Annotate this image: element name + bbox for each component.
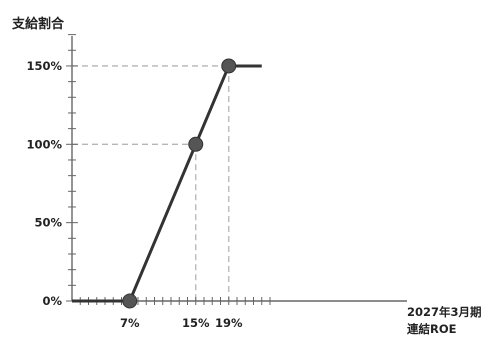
x-axis-label-line1: 2027年3月期 <box>407 305 482 319</box>
x-axis-label-line2: 連結ROE <box>407 322 457 336</box>
data-point-marker <box>221 58 237 74</box>
x-tick-label: 19% <box>215 316 243 330</box>
y-axis-title: 支給割合 <box>11 16 65 32</box>
x-tick-label: 7% <box>120 316 140 330</box>
y-tick-label: 150% <box>26 59 62 73</box>
data-point-marker <box>188 136 204 152</box>
data-point-marker <box>122 293 138 309</box>
tick-labels: 0% 50% 100% 150% 7% 15% 19% <box>26 59 243 330</box>
series <box>72 64 262 303</box>
ticks <box>66 34 271 305</box>
y-tick-label: 50% <box>34 216 62 230</box>
y-tick-label: 0% <box>42 294 62 308</box>
x-tick-label: 15% <box>182 316 210 330</box>
series-line <box>72 64 262 303</box>
markers <box>122 58 237 309</box>
axes <box>71 36 407 302</box>
y-tick-label: 100% <box>26 137 62 151</box>
reference-lines <box>72 65 230 301</box>
